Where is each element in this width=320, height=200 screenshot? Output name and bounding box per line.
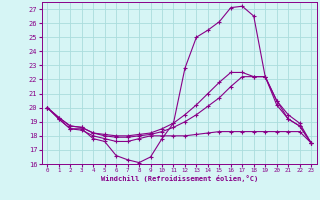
X-axis label: Windchill (Refroidissement éolien,°C): Windchill (Refroidissement éolien,°C)	[100, 175, 258, 182]
